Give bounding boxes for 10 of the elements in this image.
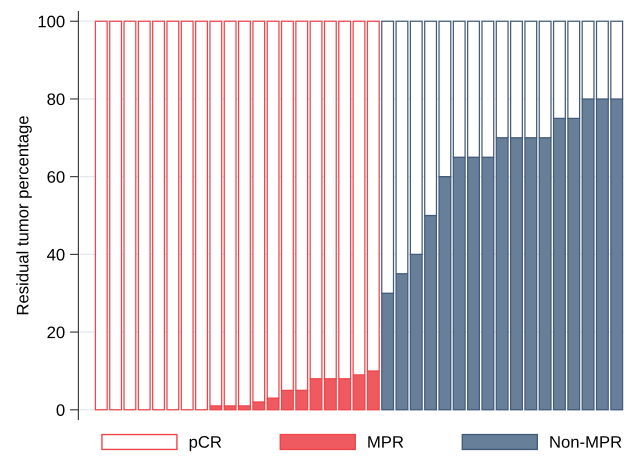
y-tick-label: 20 bbox=[47, 326, 65, 338]
y-tick-label: 80 bbox=[47, 93, 65, 106]
y-axis-title: Residual tumor percentage bbox=[16, 116, 32, 314]
y-tick-label: 40 bbox=[47, 248, 65, 261]
y-tick-label: 100 bbox=[38, 16, 65, 28]
legend-label: Non-MPR bbox=[550, 436, 622, 448]
y-tick-label: 60 bbox=[47, 171, 65, 183]
legend-label: pCR bbox=[190, 436, 222, 452]
legend-label: MPR bbox=[368, 436, 404, 448]
y-tick-label: 0 bbox=[56, 404, 65, 416]
